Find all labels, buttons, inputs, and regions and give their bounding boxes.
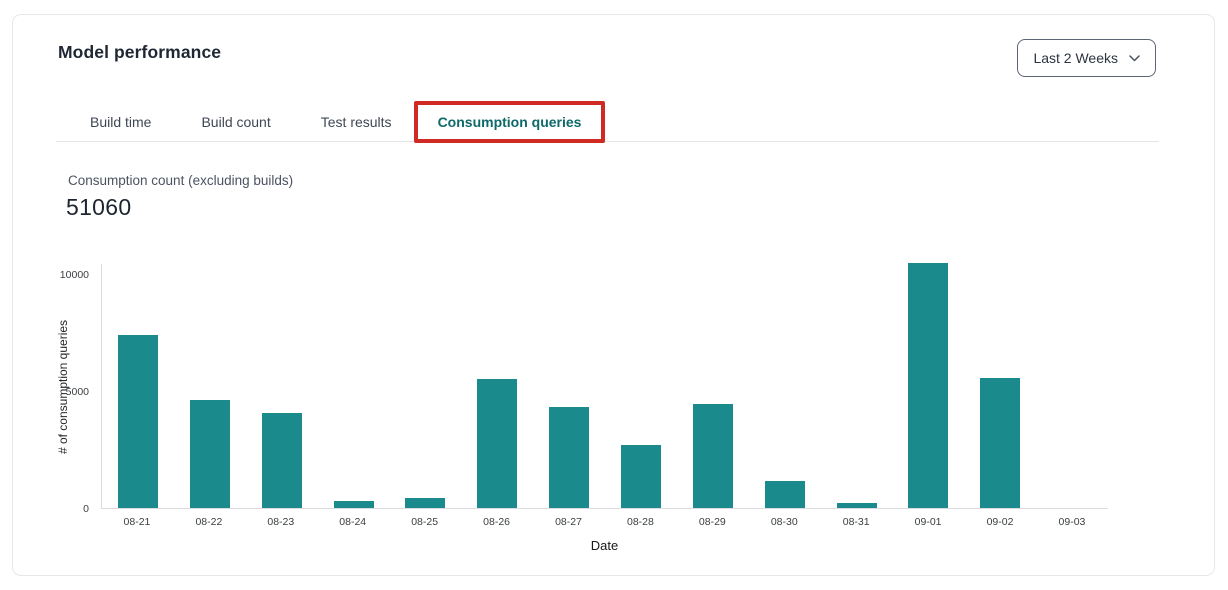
bar[interactable]	[189, 400, 230, 508]
bar[interactable]	[980, 378, 1021, 508]
bar-slot	[605, 264, 677, 508]
bar[interactable]	[764, 481, 805, 508]
bar[interactable]	[692, 404, 733, 508]
x-tick-label: 09-02	[986, 516, 1014, 528]
tab-bar: Build time Build count Test results Cons…	[90, 101, 606, 143]
bar[interactable]	[836, 503, 877, 508]
bar[interactable]	[333, 501, 374, 508]
bar-slot	[749, 264, 821, 508]
y-tick-label: 0	[83, 503, 89, 515]
x-axis-ticks: 08-21 08-22 08-23 08-24 08-25 08-26 08-27 08-28…	[101, 516, 1108, 528]
date-range-label: Last 2 Weeks	[1033, 50, 1118, 66]
bar[interactable]	[908, 263, 949, 508]
metric-label: Consumption count (excluding builds)	[68, 173, 294, 188]
x-tick-label: 08-23	[267, 516, 295, 528]
y-tick-label: 10000	[59, 269, 89, 281]
y-tick-label: 5000	[65, 386, 89, 398]
bar-slot	[102, 264, 174, 508]
bar[interactable]	[261, 413, 302, 508]
tab-test-results[interactable]: Test results	[320, 114, 392, 130]
bar-slot	[677, 264, 749, 508]
x-tick-label: 08-29	[698, 516, 726, 528]
bar-slot	[821, 264, 893, 508]
bar-slot	[246, 264, 318, 508]
bar[interactable]	[549, 407, 590, 508]
chevron-down-icon	[1129, 54, 1140, 62]
bar[interactable]	[117, 335, 158, 508]
bar-slot	[461, 264, 533, 508]
x-tick-label: 08-22	[195, 516, 223, 528]
tab-bar-divider	[56, 141, 1159, 142]
bar[interactable]	[620, 445, 661, 508]
x-tick-label: 08-30	[770, 516, 798, 528]
x-tick-label: 08-31	[842, 516, 870, 528]
bar-slot	[174, 264, 246, 508]
tab-build-count[interactable]: Build count	[201, 114, 271, 130]
date-range-dropdown[interactable]: Last 2 Weeks	[1017, 39, 1156, 77]
bar-slot	[318, 264, 390, 508]
metric-value: 51060	[66, 194, 132, 220]
bar[interactable]	[405, 498, 446, 508]
page-title: Model performance	[58, 42, 222, 62]
x-tick-label: 08-25	[411, 516, 439, 528]
bar-slot	[892, 263, 964, 508]
bar-slot	[533, 264, 605, 508]
bar[interactable]	[477, 379, 518, 508]
x-tick-label: 08-26	[483, 516, 510, 528]
bar-slot	[389, 264, 461, 508]
consumption-queries-bar-chart: # of consumption queries 0 5000 10000 08-2…	[56, 263, 1108, 553]
bar-slot	[1036, 264, 1108, 508]
x-tick-label: 08-27	[555, 516, 582, 528]
y-axis-ticks: 0 5000 10000	[51, 264, 95, 515]
x-tick-label: 09-03	[1058, 516, 1086, 528]
plot-area	[101, 263, 1108, 509]
model-performance-card: Model performance Last 2 Weeks Build tim…	[12, 14, 1215, 576]
tab-build-time[interactable]: Build time	[90, 114, 152, 130]
x-tick-label: 09-01	[914, 516, 942, 528]
x-tick-label: 08-24	[339, 516, 367, 528]
x-tick-label: 08-21	[123, 516, 151, 528]
bar-slot	[964, 264, 1036, 508]
x-tick-label: 08-28	[626, 516, 654, 528]
tab-consumption-queries[interactable]: Consumption queries	[413, 101, 606, 143]
x-axis-title: Date	[590, 538, 619, 553]
